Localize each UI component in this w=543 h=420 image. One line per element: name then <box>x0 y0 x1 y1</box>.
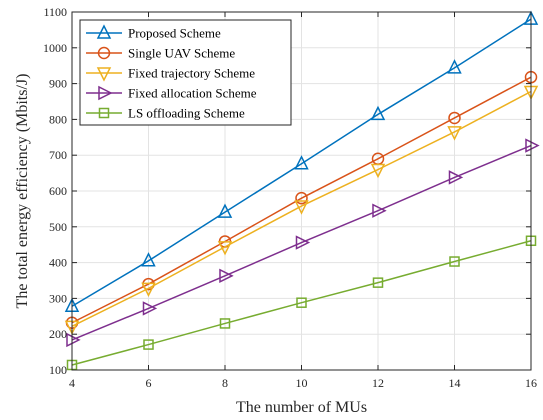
data-point <box>372 203 387 218</box>
legend-marker <box>98 107 110 119</box>
ticks: 4 6 8 10 12 14 16 100 200 300 400 500 600 700 800 900 10… <box>43 5 537 390</box>
x-tick-label: 12 <box>372 376 384 390</box>
legend-marker <box>96 24 112 39</box>
data-point <box>448 170 464 185</box>
y-tick-label: 1100 <box>43 5 67 19</box>
data-point <box>142 301 158 316</box>
legend-item: Fixed trajectory Scheme <box>86 66 255 82</box>
y-tick-label: 800 <box>49 112 67 126</box>
legend-item: Proposed Scheme <box>86 24 221 41</box>
y-tick-label: 500 <box>49 220 67 234</box>
series-4 <box>66 235 537 371</box>
data-point <box>295 235 311 250</box>
y-tick-label: 100 <box>49 363 67 377</box>
x-axis-title: The number of MUs <box>236 399 367 416</box>
data-point <box>295 191 308 205</box>
data-point <box>370 163 386 179</box>
data-point <box>296 297 307 308</box>
data-point <box>447 126 462 141</box>
x-tick-label: 6 <box>146 376 152 390</box>
x-tick-label: 8 <box>222 376 228 390</box>
series-line <box>71 240 532 366</box>
legend-label: Fixed allocation Scheme <box>128 86 257 101</box>
series-line <box>71 18 532 307</box>
legend-label: LS offloading Scheme <box>128 106 245 121</box>
data-point <box>219 268 234 284</box>
legend: Proposed Scheme Single UAV Scheme Fixed tr… <box>79 19 292 126</box>
series-0 <box>64 10 539 313</box>
series-3 <box>66 138 540 348</box>
series-layer <box>64 10 540 371</box>
legend-item: LS offloading Scheme <box>86 106 245 121</box>
legend-item: Fixed allocation Scheme <box>86 86 257 101</box>
y-tick-label: 900 <box>49 77 67 91</box>
series-line <box>71 90 532 327</box>
data-point <box>141 282 156 298</box>
data-point <box>294 155 309 170</box>
x-tick-label: 10 <box>296 376 308 390</box>
legend-label: Proposed Scheme <box>128 26 221 41</box>
data-point <box>217 241 233 256</box>
data-point <box>525 138 540 153</box>
data-point <box>448 111 461 125</box>
y-tick-label: 600 <box>49 184 67 198</box>
y-tick-label: 300 <box>49 291 67 305</box>
legend-label: Single UAV Scheme <box>128 46 235 61</box>
data-point <box>141 252 156 267</box>
data-point <box>294 200 309 215</box>
legend-marker <box>97 46 111 60</box>
x-tick-label: 16 <box>525 376 537 390</box>
data-point <box>372 277 384 288</box>
y-tick-label: 700 <box>49 148 67 162</box>
y-tick-label: 200 <box>49 327 67 341</box>
data-point <box>447 59 462 74</box>
data-point <box>370 105 386 121</box>
y-tick-label: 1000 <box>43 41 67 55</box>
x-tick-label: 4 <box>69 376 75 390</box>
legend-marker <box>96 67 112 82</box>
legend-item: Single UAV Scheme <box>86 46 235 61</box>
data-point <box>449 256 460 267</box>
data-point <box>143 339 154 350</box>
y-tick-label: 400 <box>49 256 67 270</box>
legend-marker <box>98 85 113 101</box>
legend-label: Fixed trajectory Scheme <box>128 66 255 81</box>
x-tick-label: 14 <box>449 376 461 390</box>
data-point <box>66 332 81 348</box>
y-axis-title: The total energy efficiency (Mbits/J) <box>14 74 31 309</box>
data-point <box>219 318 231 329</box>
data-point <box>217 203 233 218</box>
series-line <box>71 144 532 341</box>
